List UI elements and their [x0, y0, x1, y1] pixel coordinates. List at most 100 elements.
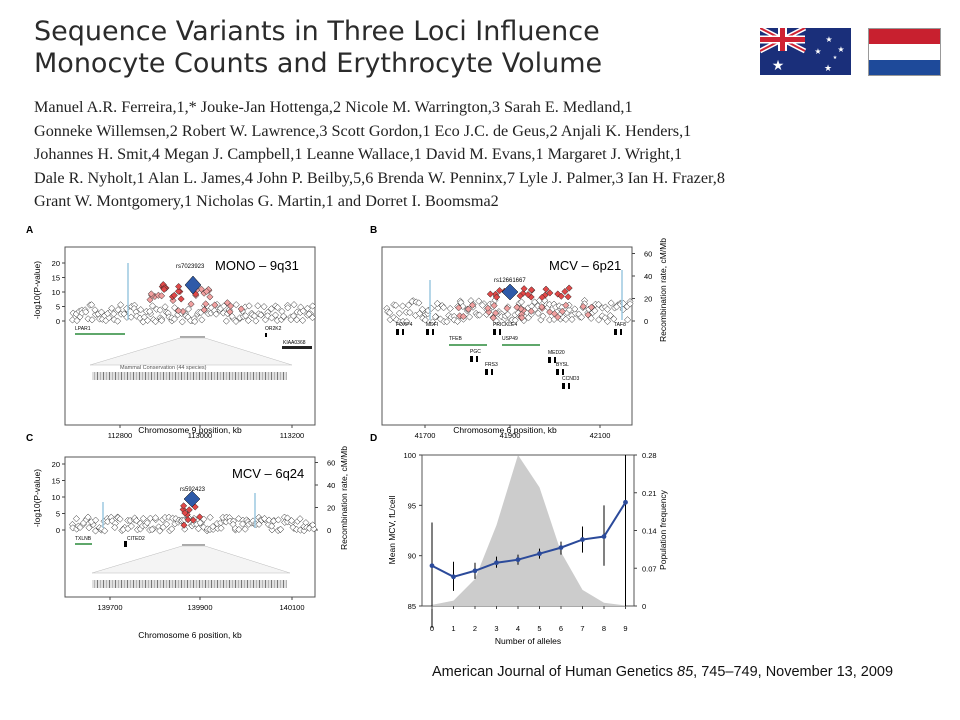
snp-point	[181, 509, 189, 517]
snp-point	[538, 303, 546, 311]
gene-exon	[476, 356, 478, 362]
x-tick-label: 41900	[500, 431, 521, 440]
panel-d: D 0 1 2 3 4 5 6 7 8 9 85 90 95 100 0 0.07 0.14 0.21 0.28 M…	[370, 433, 668, 646]
snp-point	[156, 527, 164, 535]
mcv-point	[494, 560, 499, 566]
snp-point	[564, 293, 572, 301]
gene-label: CCND3	[562, 376, 579, 382]
snp-point	[84, 513, 92, 521]
plot-frame	[64, 246, 316, 426]
y2-tick-label: 0.21	[642, 489, 657, 498]
svg-text:★: ★	[837, 45, 844, 54]
snp-point	[146, 307, 154, 315]
snp-point	[308, 313, 317, 322]
snp-point	[619, 305, 627, 314]
snp-point	[486, 290, 494, 298]
title-line-2: Monocyte Counts and Erythrocyte Volume	[34, 48, 603, 79]
x-axis-label: Chromosome 9 position, kb	[138, 425, 242, 435]
author-list: Manuel A.R. Ferreira,1,* Jouke-Jan Hotte…	[34, 96, 914, 214]
snp-point	[187, 300, 195, 308]
x-tick-label: 8	[602, 624, 606, 633]
snp-point	[289, 523, 297, 531]
snp-point	[610, 315, 618, 323]
snp-point	[175, 282, 183, 291]
snp-point	[584, 311, 592, 319]
x-tick-label: 112800	[108, 431, 132, 440]
snp-point	[443, 318, 451, 326]
snp-point	[403, 318, 411, 326]
snp-point	[558, 307, 566, 315]
snp-point	[226, 308, 234, 316]
snp-point	[517, 298, 526, 306]
snp-point	[217, 524, 225, 532]
snp-point	[415, 299, 423, 307]
snp-point	[279, 312, 288, 320]
y-tick-label: 15	[52, 477, 60, 486]
snp-point	[519, 289, 527, 297]
gene-exon	[470, 356, 473, 362]
lead-snp-marker	[501, 283, 519, 301]
gene-label: MED20	[548, 350, 565, 356]
snp-point	[170, 315, 178, 323]
snp-point	[541, 291, 549, 299]
author-line: Manuel A.R. Ferreira,1,* Jouke-Jan Hotte…	[34, 98, 633, 116]
snp-point	[174, 287, 182, 295]
snp-point	[571, 305, 579, 313]
snp-point	[88, 301, 96, 309]
y-tick-label: 85	[408, 602, 416, 611]
snp-point	[156, 306, 164, 314]
region-label: MCV – 6p21	[549, 258, 621, 273]
snp-point	[504, 310, 512, 319]
snp-point	[440, 304, 448, 312]
snp-point	[274, 516, 282, 524]
gene-label: TXLNB	[75, 536, 92, 542]
snp-point	[475, 297, 483, 305]
x-tick-label: 139700	[97, 603, 122, 612]
y2-axis-label: Recombination rate, cM/Mb	[658, 238, 668, 342]
journal-citation: American Journal of Human Genetics 85, 7…	[432, 664, 893, 680]
conservation-track	[92, 372, 287, 380]
snp-point	[568, 315, 576, 323]
x-tick-label: 140100	[279, 603, 304, 612]
snp-point	[174, 307, 182, 315]
y-tick-label: 20	[52, 259, 60, 268]
snp-point	[405, 301, 413, 309]
snp-point	[453, 317, 462, 325]
snp-point	[139, 514, 147, 523]
mcv-point	[472, 568, 478, 574]
snp-point	[209, 523, 217, 531]
snp-point	[289, 312, 298, 320]
snp-point	[114, 317, 122, 325]
gene-label: PGC	[470, 349, 481, 355]
snp-point	[72, 515, 80, 523]
panel-c: C MCV – 6q24 0 5 10 15 20 0 20 40 60 139700 139900…	[26, 433, 349, 640]
y-tick-label: 100	[403, 451, 416, 460]
gene-exon	[554, 357, 556, 363]
snp-point	[211, 301, 219, 309]
snp-point	[127, 313, 135, 321]
y2-tick-label: 40	[327, 481, 335, 490]
snp-point	[203, 287, 211, 295]
x-axis-label: Chromosome 6 position, kb	[453, 425, 557, 435]
snp-point	[88, 316, 96, 324]
snp-point	[577, 313, 586, 321]
snp-point	[161, 303, 169, 311]
snp-point	[606, 312, 614, 320]
snp-point	[144, 316, 152, 324]
y2-tick-label: 0	[644, 317, 648, 326]
snp-point	[219, 309, 227, 317]
snp-point	[91, 306, 99, 314]
y-tick-label: 0	[56, 526, 60, 535]
gene-exon	[485, 369, 488, 375]
snp-point	[446, 305, 454, 313]
snp-point	[168, 525, 176, 533]
mcv-point	[515, 557, 521, 563]
snp-label: rs12661667	[494, 278, 526, 284]
snp-point	[433, 299, 441, 308]
snp-point	[386, 309, 394, 317]
snp-point	[82, 308, 90, 316]
snp-point	[274, 303, 282, 312]
gene-exon	[562, 369, 564, 375]
snp-point	[538, 293, 546, 301]
snp-point	[189, 516, 197, 524]
